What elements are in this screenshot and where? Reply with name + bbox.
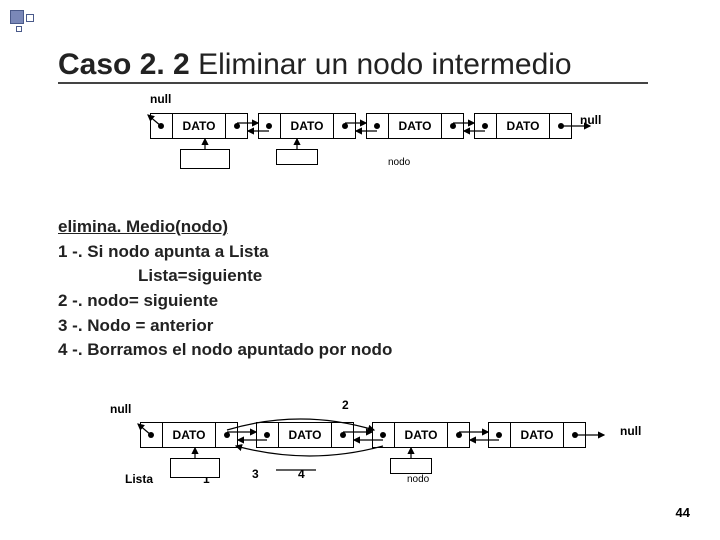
next-ptr-icon — [331, 423, 353, 447]
node-data-label: DATO — [389, 114, 442, 138]
node-data-label: DATO — [163, 423, 216, 447]
nodo-label: nodo — [388, 157, 410, 168]
list-node: DATO — [140, 422, 238, 448]
list-node: DATO — [150, 113, 248, 139]
step-label-4: 4 — [298, 467, 305, 481]
next-ptr-icon — [563, 423, 585, 447]
null-left-label-2: null — [110, 402, 131, 416]
function-name: elimina. Medio(nodo) — [58, 215, 392, 240]
null-right-label: null — [580, 113, 601, 127]
node-data-label: DATO — [511, 423, 564, 447]
prev-ptr-icon — [475, 114, 497, 138]
nodo-label-2: nodo — [407, 474, 429, 485]
prev-ptr-icon — [141, 423, 163, 447]
node-data-label: DATO — [395, 423, 448, 447]
step-1: 1 -. Si nodo apunta a Lista — [58, 240, 392, 265]
algorithm-text: elimina. Medio(nodo) 1 -. Si nodo apunta… — [58, 215, 392, 363]
step-label-2: 2 — [342, 398, 349, 412]
list-node: DATO — [474, 113, 572, 139]
list-node: DATO — [372, 422, 470, 448]
next-ptr-icon — [225, 114, 247, 138]
next-ptr-icon — [333, 114, 355, 138]
node-data-label: DATO — [497, 114, 550, 138]
node-data-label: DATO — [281, 114, 334, 138]
nodo-box — [390, 458, 432, 474]
node-data-label: DATO — [279, 423, 332, 447]
nodo-box — [276, 149, 318, 165]
list-node: DATO — [256, 422, 354, 448]
list-node: DATO — [488, 422, 586, 448]
step-2: 2 -. nodo= siguiente — [58, 289, 392, 314]
prev-ptr-icon — [259, 114, 281, 138]
prev-ptr-icon — [257, 423, 279, 447]
next-ptr-icon — [215, 423, 237, 447]
node-data-label: DATO — [173, 114, 226, 138]
list-node: DATO — [366, 113, 464, 139]
next-ptr-icon — [447, 423, 469, 447]
step-1b: Lista=siguiente — [58, 264, 392, 289]
title-rest: Eliminar un nodo intermedio — [190, 48, 572, 81]
lista-box — [170, 458, 220, 478]
diagram-after: null Lista nodo null 1 2 3 4 DATODATODAT… — [90, 400, 650, 500]
page-number: 44 — [676, 505, 690, 520]
prev-ptr-icon — [151, 114, 173, 138]
step-4: 4 -. Borramos el nodo apuntado por nodo — [58, 338, 392, 363]
lista-label-2: Lista — [125, 472, 153, 486]
slide-title: Caso 2. 2 Eliminar un nodo intermedio — [58, 48, 572, 82]
prev-ptr-icon — [367, 114, 389, 138]
step-label-3: 3 — [252, 467, 259, 481]
title-underline — [58, 82, 648, 84]
step-3: 3 -. Nodo = anterior — [58, 314, 392, 339]
prev-ptr-icon — [489, 423, 511, 447]
next-ptr-icon — [441, 114, 463, 138]
list-node: DATO — [258, 113, 356, 139]
prev-ptr-icon — [373, 423, 395, 447]
diagram-before: null Lista nodo null DATODATODATODATO — [120, 95, 600, 175]
next-ptr-icon — [549, 114, 571, 138]
title-bold: Caso 2. 2 — [58, 48, 190, 81]
null-left-label: null — [150, 92, 171, 106]
null-right-label-2: null — [620, 424, 641, 438]
lista-box — [180, 149, 230, 169]
